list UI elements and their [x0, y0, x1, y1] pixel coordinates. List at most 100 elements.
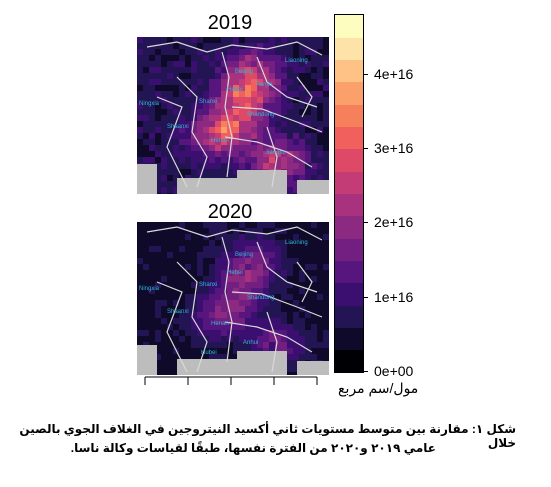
heat-cell — [269, 109, 275, 115]
heat-cell — [137, 79, 143, 85]
province-border — [224, 136, 313, 168]
heat-cell — [275, 97, 281, 103]
heat-cell — [161, 181, 167, 187]
heat-cell — [215, 240, 221, 246]
heat-cell — [227, 324, 233, 330]
heat-cell — [173, 103, 179, 109]
heat-cell — [227, 264, 233, 270]
heat-cell — [305, 127, 311, 133]
heat-cell — [191, 157, 197, 163]
heat-cell — [263, 246, 269, 252]
heat-cell — [161, 324, 167, 330]
heat-cell — [269, 300, 275, 306]
heat-cell — [215, 324, 221, 330]
heat-cell — [317, 37, 323, 43]
heat-cell — [257, 228, 263, 234]
heat-cell — [287, 157, 293, 163]
heat-cell — [221, 133, 227, 139]
colorbar-swatch — [335, 148, 363, 172]
missing-data-patch — [237, 170, 287, 194]
heat-cell — [137, 300, 143, 306]
heat-cell — [197, 276, 203, 282]
heat-cell — [167, 127, 173, 133]
heat-cell — [317, 336, 323, 342]
heat-cell — [167, 133, 173, 139]
heat-cell — [323, 270, 329, 276]
heat-cell — [311, 348, 317, 354]
heat-cell — [269, 222, 275, 228]
heat-cell — [275, 139, 281, 145]
heat-cell — [209, 222, 215, 228]
heat-cell — [173, 240, 179, 246]
heat-cell — [161, 157, 167, 163]
heat-cell — [167, 115, 173, 121]
heat-cell — [299, 109, 305, 115]
heat-cell — [263, 294, 269, 300]
heat-cell — [155, 294, 161, 300]
heat-cell — [317, 73, 323, 79]
heat-cell — [167, 145, 173, 151]
heat-cell — [281, 312, 287, 318]
heat-cell — [299, 228, 305, 234]
heat-cell — [221, 61, 227, 67]
heat-cell — [221, 282, 227, 288]
province-border — [176, 76, 208, 188]
heat-cell — [305, 145, 311, 151]
heat-cell — [179, 109, 185, 115]
heat-cell — [221, 85, 227, 91]
heat-cell — [155, 43, 161, 49]
heat-cell — [269, 157, 275, 163]
heat-cell — [293, 228, 299, 234]
heat-cell — [155, 85, 161, 91]
heat-cell — [209, 127, 215, 133]
heat-cell — [227, 252, 233, 258]
heat-cell — [323, 49, 329, 55]
heat-cell — [167, 312, 173, 318]
heat-cell — [203, 91, 209, 97]
heat-cell — [311, 342, 317, 348]
heat-cell — [293, 37, 299, 43]
heat-cell — [251, 91, 257, 97]
heat-cell — [293, 121, 299, 127]
heat-cell — [281, 49, 287, 55]
heat-cell — [185, 246, 191, 252]
heat-cell — [293, 360, 299, 366]
heat-cell — [191, 145, 197, 151]
heat-cell — [263, 342, 269, 348]
heat-cell — [221, 252, 227, 258]
heat-cell — [245, 306, 251, 312]
province-label: Shanxi — [199, 99, 218, 105]
heat-cell — [173, 276, 179, 282]
heat-cell — [203, 133, 209, 139]
heat-cell — [209, 133, 215, 139]
heat-cell — [281, 306, 287, 312]
heat-cell — [173, 151, 179, 157]
heat-cell — [257, 324, 263, 330]
heat-cell — [137, 157, 143, 163]
heat-cell — [251, 133, 257, 139]
heat-cell — [233, 330, 239, 336]
heat-cell — [263, 151, 269, 157]
heat-cell — [155, 270, 161, 276]
heat-cell — [191, 258, 197, 264]
heat-cell — [287, 97, 293, 103]
heat-cell — [287, 258, 293, 264]
heat-cell — [215, 348, 221, 354]
heat-cell — [287, 294, 293, 300]
heat-cell — [179, 336, 185, 342]
heat-cell — [155, 360, 161, 366]
heat-cell — [269, 79, 275, 85]
heat-cell — [245, 121, 251, 127]
heat-cell — [227, 300, 233, 306]
heat-cell — [323, 151, 329, 157]
heat-cell — [215, 318, 221, 324]
heat-cell — [185, 139, 191, 145]
heat-cell — [233, 37, 239, 43]
heat-cell — [233, 234, 239, 240]
heat-cell — [185, 79, 191, 85]
heat-cell — [185, 91, 191, 97]
province-label: Jiangsu — [265, 150, 286, 156]
heat-cell — [161, 67, 167, 73]
heat-cell — [275, 288, 281, 294]
heat-cell — [185, 300, 191, 306]
